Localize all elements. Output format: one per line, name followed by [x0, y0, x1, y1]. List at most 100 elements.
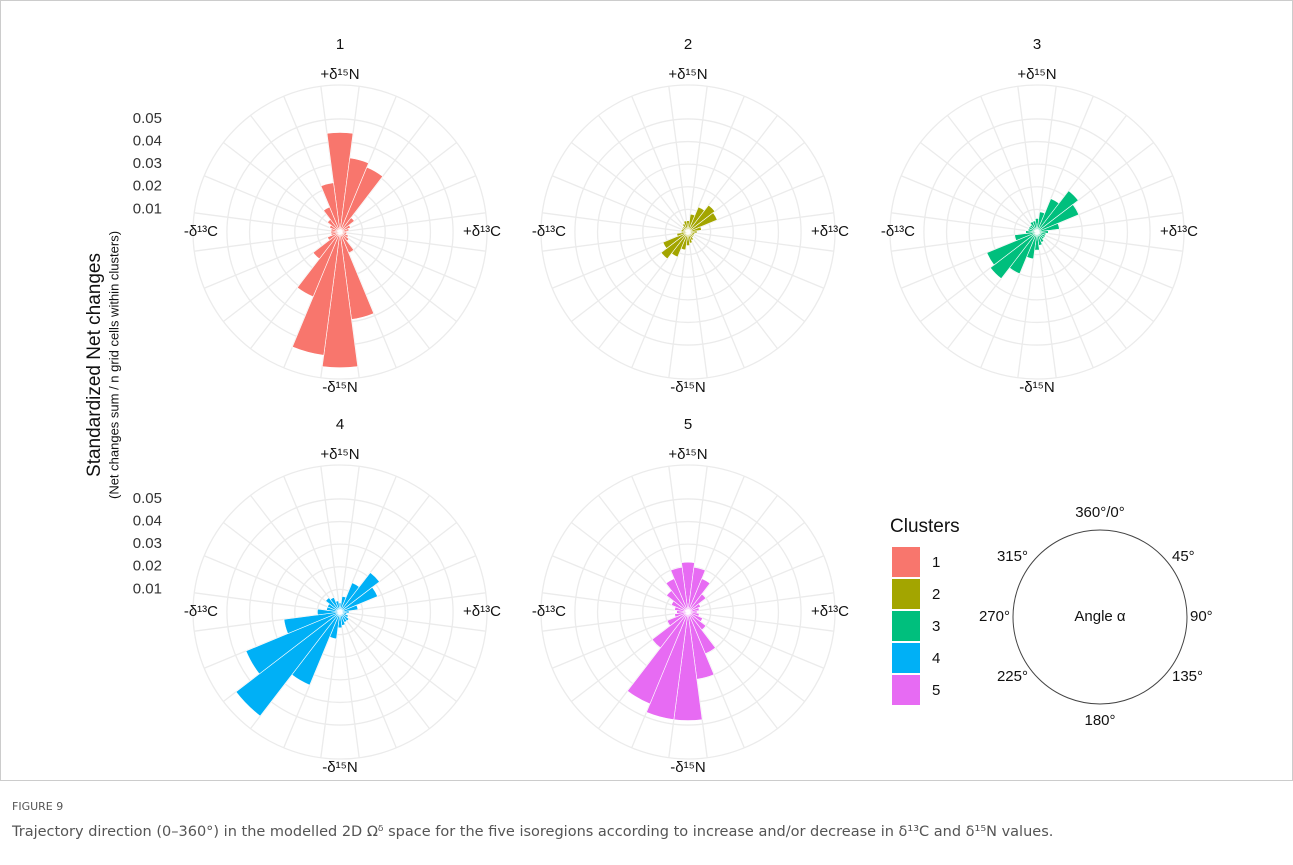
outer-circle	[540, 84, 836, 380]
bar	[646, 611, 689, 720]
legend-title: Clusters	[890, 516, 960, 537]
bar	[339, 157, 369, 233]
r-tick-label: 0.03	[133, 535, 162, 552]
spoke	[542, 611, 689, 632]
grid-circle	[294, 566, 386, 658]
bar	[687, 204, 716, 233]
bar	[651, 611, 689, 649]
figure-label: FIGURE 9	[12, 800, 63, 813]
bar	[1036, 204, 1080, 233]
bar	[245, 611, 341, 675]
legend-label: 4	[932, 650, 940, 667]
axis-label-bottom: -δ¹⁵N	[670, 759, 705, 776]
bar	[660, 231, 689, 260]
axis-label-right: +δ¹³C	[811, 223, 849, 240]
bar	[989, 231, 1038, 280]
grid-circle	[248, 520, 432, 704]
bar	[339, 586, 379, 613]
axis-label-right: +δ¹³C	[811, 603, 849, 620]
spoke	[542, 231, 689, 252]
bar	[339, 228, 350, 233]
bar	[339, 166, 384, 233]
bar	[674, 611, 689, 618]
spoke	[339, 611, 431, 730]
bar	[1014, 231, 1038, 242]
bar	[312, 231, 341, 260]
bar	[317, 608, 341, 616]
bar	[687, 226, 702, 233]
bar	[676, 231, 689, 237]
grid-circle	[1013, 208, 1061, 256]
r-tick-label: 0.01	[133, 580, 162, 597]
panel-title: 2	[684, 36, 692, 53]
bar	[666, 611, 689, 627]
spoke	[339, 611, 360, 758]
axis-label-bottom: -δ¹⁵N	[1019, 379, 1054, 396]
spoke	[320, 466, 341, 613]
r-tick-label: 0.02	[133, 558, 162, 575]
spoke	[339, 141, 458, 233]
spoke	[542, 212, 689, 233]
spoke	[249, 494, 341, 613]
spoke	[1036, 231, 1128, 350]
legend-swatch	[892, 547, 920, 577]
spoke	[222, 141, 341, 233]
spoke	[687, 592, 834, 613]
grid-circle	[226, 498, 454, 726]
spoke	[1036, 231, 1183, 252]
bar	[339, 224, 351, 233]
axis-label-bottom: -δ¹⁵N	[670, 379, 705, 396]
angle-label: 45°	[1172, 548, 1195, 565]
spoke	[631, 95, 689, 233]
axis-label-bottom: -δ¹⁵N	[322, 759, 357, 776]
angle-label: 315°	[997, 548, 1028, 565]
bar	[320, 182, 341, 233]
angle-label: 180°	[1084, 712, 1115, 729]
bar	[687, 593, 707, 613]
bar	[329, 596, 341, 613]
grid-circle	[945, 140, 1129, 324]
spoke	[339, 231, 477, 289]
bar	[296, 231, 341, 298]
panel-title: 3	[1033, 36, 1041, 53]
spoke	[1036, 231, 1155, 323]
axis-label-top: +δ¹⁵N	[668, 66, 707, 83]
spoke	[339, 212, 486, 233]
bar	[292, 231, 341, 356]
bar	[687, 603, 701, 613]
polar-panel: 2 +δ¹⁵N -δ¹⁵N -δ¹³C +δ¹³C	[532, 36, 849, 396]
axis-label-left: -δ¹³C	[184, 223, 218, 240]
r-tick-label: 0.04	[133, 133, 162, 150]
bar	[339, 610, 350, 614]
axis-label-left: -δ¹³C	[532, 603, 566, 620]
grid-circle	[991, 186, 1083, 278]
legend-swatch	[892, 611, 920, 641]
spoke	[687, 231, 745, 369]
axis-label-right: +δ¹³C	[1160, 223, 1198, 240]
spoke	[946, 114, 1038, 233]
outer-circle	[192, 84, 488, 380]
spoke	[1036, 231, 1094, 369]
spoke	[203, 555, 341, 613]
bar	[662, 231, 689, 249]
bar	[335, 600, 341, 613]
bar	[1036, 190, 1079, 233]
bar	[339, 572, 380, 613]
axis-label-top: +δ¹⁵N	[320, 446, 359, 463]
angle-circle	[1012, 529, 1188, 705]
spoke	[222, 521, 341, 613]
axis-label-left: -δ¹³C	[532, 223, 566, 240]
grid-circle	[271, 543, 409, 681]
angle-label: 360°/0°	[1075, 504, 1125, 521]
r-tick-label: 0.01	[133, 200, 162, 217]
spoke	[687, 231, 708, 378]
spoke	[194, 231, 341, 252]
bar	[1036, 222, 1060, 233]
bar	[1025, 230, 1038, 234]
angle-center-label: Angle α	[1074, 608, 1126, 625]
spoke	[980, 95, 1038, 233]
bar	[326, 132, 354, 233]
r-tick-label: 0.03	[133, 155, 162, 172]
spoke	[339, 231, 486, 252]
